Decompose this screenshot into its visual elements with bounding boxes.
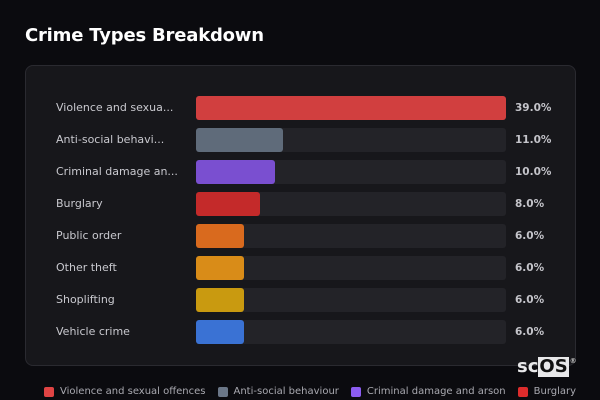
legend-swatch-icon bbox=[517, 386, 528, 397]
bar-row: Other theft 6.0% bbox=[26, 256, 575, 280]
legend-label: Criminal damage and arson bbox=[366, 386, 506, 397]
watermark-logo: sc OS ® bbox=[517, 357, 577, 377]
bar-value: 6.0% bbox=[515, 230, 545, 242]
bar-value: 39.0% bbox=[515, 102, 552, 114]
bar-label: Vehicle crime bbox=[56, 325, 130, 338]
bar-track bbox=[196, 256, 506, 280]
bar-track bbox=[196, 160, 506, 184]
bar-track bbox=[196, 192, 506, 216]
legend-swatch-icon bbox=[217, 386, 228, 397]
bar-label: Violence and sexua... bbox=[56, 101, 174, 114]
bar-fill[interactable] bbox=[196, 320, 244, 344]
bar-label: Anti-social behavi... bbox=[56, 133, 165, 146]
legend-label: Burglary bbox=[533, 386, 577, 397]
bar-row: Shoplifting 6.0% bbox=[26, 288, 575, 312]
bar-fill[interactable] bbox=[196, 256, 244, 280]
legend-swatch-icon bbox=[44, 386, 54, 397]
bar-fill[interactable] bbox=[196, 96, 506, 120]
bar-value: 8.0% bbox=[515, 198, 545, 210]
legend-label: Violence and sexual offences bbox=[60, 386, 206, 397]
bar-label: Shoplifting bbox=[56, 293, 115, 306]
chart-legend: Violence and sexual offences Anti-social… bbox=[44, 386, 576, 397]
bar-value: 6.0% bbox=[515, 326, 545, 338]
bar-value: 6.0% bbox=[515, 294, 545, 306]
bar-row: Anti-social behavi... 11.0% bbox=[26, 128, 575, 152]
bar-track bbox=[196, 128, 506, 152]
legend-item[interactable]: Violence and sexual offences bbox=[44, 386, 206, 397]
registered-mark-icon: ® bbox=[569, 357, 577, 365]
bar-label: Criminal damage an... bbox=[56, 165, 178, 178]
bar-row: Vehicle crime 6.0% bbox=[26, 320, 575, 344]
bar-fill[interactable] bbox=[196, 160, 276, 184]
bar-fill[interactable] bbox=[196, 128, 284, 152]
bar-row: Criminal damage an... 10.0% bbox=[26, 160, 575, 184]
bar-fill[interactable] bbox=[196, 288, 244, 312]
bar-value: 10.0% bbox=[515, 166, 552, 178]
bar-track bbox=[196, 96, 506, 120]
bar-row: Public order 6.0% bbox=[26, 224, 575, 248]
logo-text: sc bbox=[517, 356, 539, 377]
bar-row: Burglary 8.0% bbox=[26, 192, 575, 216]
bar-fill[interactable] bbox=[196, 224, 244, 248]
legend-item[interactable]: Criminal damage and arson bbox=[350, 386, 506, 397]
page-title: Crime Types Breakdown bbox=[25, 25, 264, 46]
bar-value: 6.0% bbox=[515, 262, 545, 274]
logo-highlight: OS bbox=[538, 356, 569, 377]
bar-row: Violence and sexua... 39.0% bbox=[26, 96, 575, 120]
bar-track bbox=[196, 224, 506, 248]
bar-track bbox=[196, 288, 506, 312]
bar-label: Other theft bbox=[56, 261, 117, 274]
legend-swatch-icon bbox=[350, 386, 361, 397]
bar-label: Public order bbox=[56, 229, 122, 242]
legend-item[interactable]: Burglary bbox=[517, 386, 577, 397]
chart-card: Violence and sexua... 39.0% Anti-social … bbox=[25, 65, 576, 366]
bar-value: 11.0% bbox=[515, 134, 552, 146]
bar-track bbox=[196, 320, 506, 344]
bar-label: Burglary bbox=[56, 197, 103, 210]
bar-fill[interactable] bbox=[196, 192, 260, 216]
legend-label: Anti-social behaviour bbox=[233, 386, 339, 397]
legend-item[interactable]: Anti-social behaviour bbox=[217, 386, 339, 397]
